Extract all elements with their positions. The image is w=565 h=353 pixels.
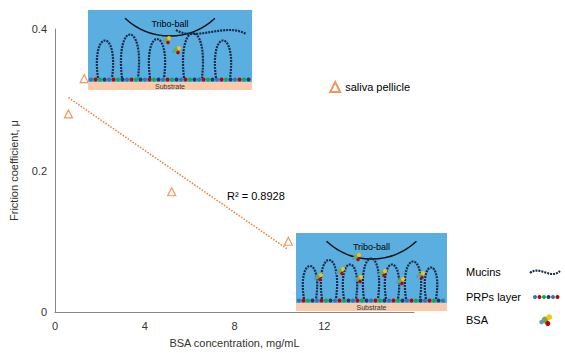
svg-text:0.4: 0.4 (32, 23, 47, 35)
svg-text:Substrate: Substrate (357, 304, 387, 311)
svg-text:4: 4 (142, 320, 148, 332)
svg-text:8: 8 (231, 320, 237, 332)
svg-text:Tribo-ball: Tribo-ball (151, 19, 188, 29)
svg-text:Tribo-ball: Tribo-ball (353, 242, 390, 252)
svg-text:Friction coefficient, μ: Friction coefficient, μ (8, 120, 20, 221)
svg-text:0: 0 (52, 320, 58, 332)
svg-text:BSA concentration, mg/mL: BSA concentration, mg/mL (169, 337, 299, 349)
svg-text:0: 0 (41, 306, 47, 318)
svg-text:12: 12 (318, 320, 330, 332)
svg-text:0.2: 0.2 (32, 165, 47, 177)
svg-text:R² = 0.8928: R² = 0.8928 (227, 190, 285, 202)
svg-text:Mucins: Mucins (466, 266, 501, 278)
svg-text:PRPs layer: PRPs layer (466, 291, 521, 303)
svg-text:BSA: BSA (466, 314, 489, 326)
svg-text:Substrate: Substrate (155, 83, 185, 90)
svg-text:saliva pellicle: saliva pellicle (345, 81, 410, 93)
